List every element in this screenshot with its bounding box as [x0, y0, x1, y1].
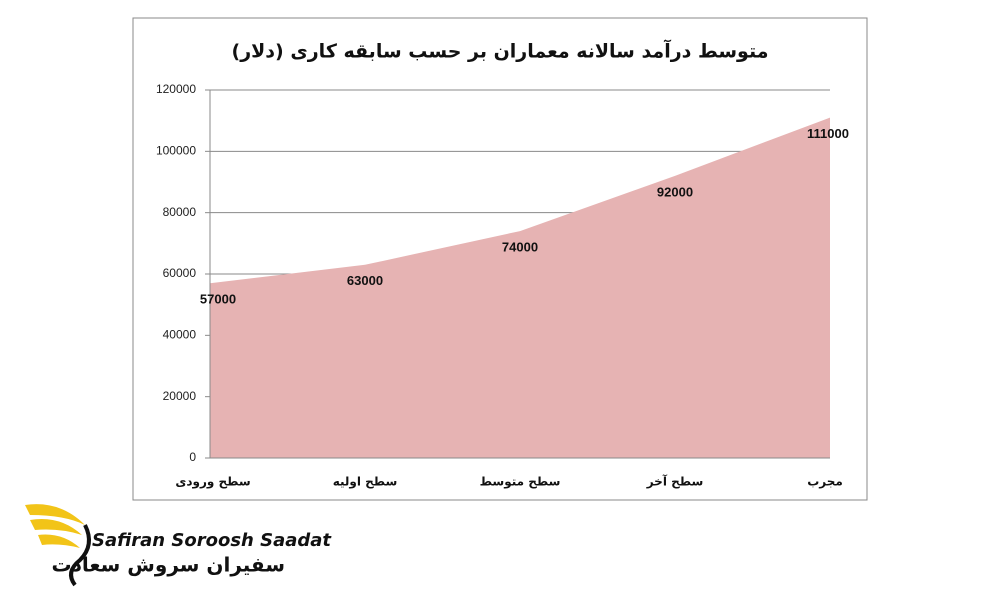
area [210, 117, 830, 458]
data-label: 74000 [502, 240, 538, 255]
y-tick-label: 60000 [163, 266, 197, 280]
chart-title: متوسط درآمد سالانه معماران بر حسب سابقه … [232, 39, 769, 63]
x-tick-label: سطح متوسط [480, 475, 561, 490]
logo-wing [38, 534, 80, 548]
y-tick-label: 120000 [156, 82, 196, 96]
x-tick-label: سطح آخر [646, 474, 704, 489]
y-tick-label: 20000 [163, 389, 197, 403]
data-label: 92000 [657, 184, 693, 199]
logo-latin: Safiran Soroosh Saadat [92, 530, 332, 551]
y-tick-label: 40000 [163, 328, 197, 342]
data-label: 63000 [347, 273, 383, 288]
y-tick-label: 0 [189, 450, 196, 464]
plot: 0 20000 40000 60000 80000 100000 120000 سطح ورو… [156, 82, 849, 489]
data-label: 111000 [807, 126, 849, 141]
x-tick-label: سطح اولیه [333, 475, 398, 490]
logo-persian: سفیران سروش سعادت [52, 553, 286, 577]
x-tick-label: مجرب [807, 475, 843, 489]
logo-swan [69, 524, 91, 587]
y-tick-label: 100000 [156, 144, 196, 158]
y-tick-label: 80000 [163, 205, 197, 219]
logo-wing [30, 519, 82, 535]
logo-wing [25, 504, 85, 525]
x-tick-label: سطح ورودی [175, 475, 250, 490]
data-label: 57000 [200, 292, 236, 307]
logo: Safiran Soroosh Saadat سفیران سروش سعادت [25, 504, 332, 587]
